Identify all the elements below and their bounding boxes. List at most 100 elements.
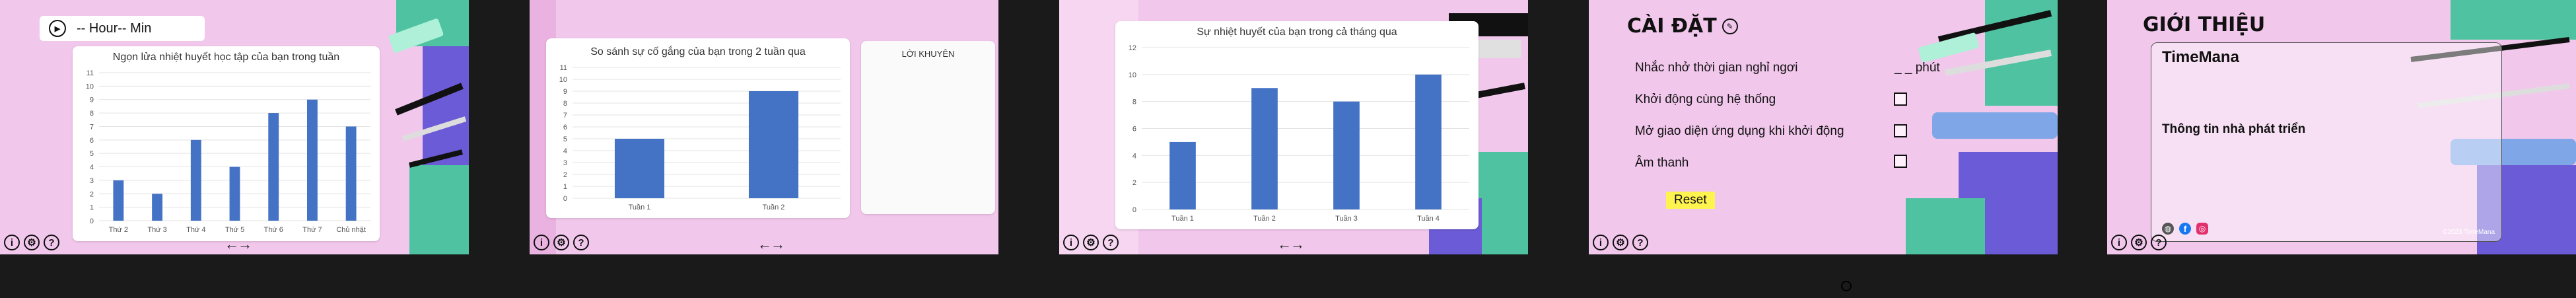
monthly-bar-chart: 0 2 4 6 8 10 12 Tuần 1 Tuần 2 Tuần 3 Tuần 4 — [1129, 44, 1469, 223]
y-tick-label: 0 — [563, 195, 567, 203]
nav-arrows[interactable]: ←→ — [225, 236, 252, 252]
copyright-text: ©2023 TimeMana — [2442, 229, 2495, 236]
x-tick-label: Thứ 4 — [186, 226, 205, 234]
y-tick-label: 9 — [90, 96, 94, 104]
y-tick-label: 5 — [90, 150, 94, 158]
info-icon[interactable]: i — [534, 235, 549, 250]
y-tick-label: 3 — [563, 159, 567, 167]
settings-panel: CÀI ĐẶT ✎ Nhắc nhở thời gian nghỉ ngơi _… — [1589, 0, 2058, 254]
compare-chart-card: So sánh sự cố gắng của bạn trong 2 tuần … — [546, 38, 850, 218]
facebook-icon[interactable]: f — [2179, 223, 2191, 235]
y-tick-label: 7 — [90, 123, 94, 131]
break-minutes-field[interactable]: _ _ phút — [1895, 61, 1940, 75]
x-tick-label: Tuần 2 — [1253, 215, 1276, 223]
nav-arrows[interactable]: ←→ — [1277, 236, 1305, 252]
info-icon[interactable]: i — [1063, 235, 1079, 250]
y-tick-label: 7 — [563, 112, 567, 120]
y-tick-label: 2 — [1132, 179, 1136, 187]
x-tick-label: Thứ 6 — [264, 226, 283, 234]
about-panel: GIỚI THIỆU TimeMana Thông tin nhà phát t… — [2107, 0, 2576, 254]
x-tick-label: Thứ 3 — [147, 226, 166, 234]
y-tick-label: 6 — [563, 124, 567, 131]
gear-icon[interactable]: ⚙ — [2131, 235, 2147, 250]
app-name: TimeMana — [2162, 48, 2239, 66]
x-tick-label: Thứ 5 — [225, 226, 244, 234]
y-tick-label: 10 — [86, 83, 94, 91]
timer-pill[interactable]: ▶ -- Hour-- Min — [40, 16, 205, 41]
instagram-icon[interactable]: ◎ — [2196, 223, 2208, 235]
y-tick-label: 8 — [563, 100, 567, 108]
y-tick-label: 8 — [1132, 98, 1136, 106]
compare-panel: So sánh sự cố gắng của bạn trong 2 tuần … — [530, 0, 998, 254]
bar — [1415, 74, 1442, 209]
about-card: TimeMana Thông tin nhà phát triển ◍ f ◎ … — [2151, 42, 2502, 242]
chart-title: So sánh sự cố gắng của bạn trong 2 tuần … — [590, 46, 806, 57]
x-tick-label: Tuần 1 — [1171, 215, 1194, 223]
x-tick-label: Chủ nhật — [336, 226, 366, 234]
bar — [229, 167, 240, 221]
info-icon[interactable]: i — [1593, 235, 1609, 250]
weekly-chart-card: Ngọn lửa nhiệt huyết học tập của bạn tro… — [73, 46, 380, 241]
decorative-background — [388, 0, 469, 254]
y-tick-label: 2 — [563, 171, 567, 179]
gear-icon[interactable]: ⚙ — [1613, 235, 1628, 250]
help-icon[interactable]: ? — [44, 235, 59, 250]
info-icon[interactable]: i — [2111, 235, 2127, 250]
weekly-panel: ▶ -- Hour-- Min Ngọn lửa nhiệt huyết học… — [0, 0, 469, 254]
decorative-background — [1873, 0, 2058, 254]
startup-label: Khởi động cùng hệ thống — [1635, 93, 1776, 106]
globe-icon[interactable]: ◍ — [2162, 223, 2174, 235]
help-icon[interactable]: ? — [1632, 235, 1648, 250]
cursor-icon — [1841, 281, 1852, 291]
monthly-chart-card: Sự nhiệt huyết của bạn trong cả tháng qu… — [1115, 21, 1479, 229]
y-tick-label: 10 — [559, 76, 567, 84]
y-tick-label: 1 — [563, 183, 567, 191]
play-icon[interactable]: ▶ — [49, 20, 66, 37]
y-tick-label: 6 — [90, 137, 94, 145]
settings-title: CÀI ĐẶT ✎ — [1627, 15, 1738, 38]
nav-arrows[interactable]: ←→ — [757, 236, 785, 252]
about-title: GIỚI THIỆU — [2143, 13, 2266, 36]
y-tick-label: 2 — [90, 190, 94, 198]
y-tick-label: 6 — [1132, 126, 1136, 133]
reset-button[interactable]: Reset — [1666, 192, 1715, 209]
y-tick-label: 11 — [87, 69, 94, 77]
bar — [307, 99, 318, 221]
y-tick-label: 9 — [563, 88, 567, 96]
y-tick-label: 0 — [1132, 206, 1136, 214]
bar — [113, 180, 124, 221]
gear-icon[interactable]: ⚙ — [553, 235, 569, 250]
gear-icon[interactable]: ⚙ — [24, 235, 40, 250]
bottom-icons: i ⚙ ? — [1063, 235, 1119, 250]
sound-checkbox[interactable] — [1894, 155, 1907, 168]
help-icon[interactable]: ? — [573, 235, 589, 250]
info-icon[interactable]: i — [4, 235, 20, 250]
help-icon[interactable]: ? — [1103, 235, 1119, 250]
startup-checkbox[interactable] — [1894, 93, 1907, 106]
monthly-panel: Sự nhiệt huyết của bạn trong cả tháng qu… — [1059, 0, 1528, 254]
y-tick-label: 8 — [90, 110, 94, 118]
y-tick-label: 4 — [90, 164, 94, 172]
bar — [190, 139, 201, 221]
y-tick-label: 4 — [1132, 152, 1136, 160]
compare-bar-chart: 0 1 2 3 4 5 6 7 8 9 10 11 Tuần 1 Tuần 2 — [559, 64, 841, 211]
advice-title: LỜI KHUYÊN — [901, 49, 955, 59]
developer-info: Thông tin nhà phát triển — [2162, 122, 2306, 136]
help-icon[interactable]: ? — [2151, 235, 2167, 250]
bottom-icons: i ⚙ ? — [4, 235, 59, 250]
x-tick-label: Tuần 4 — [1417, 215, 1440, 223]
gear-icon[interactable]: ⚙ — [1083, 235, 1099, 250]
x-tick-label: Tuần 2 — [763, 204, 785, 211]
bottom-icons: i ⚙ ? — [1593, 235, 1648, 250]
y-tick-label: 12 — [1129, 44, 1136, 52]
open-ui-checkbox[interactable] — [1894, 124, 1907, 137]
y-tick-label: 11 — [560, 64, 567, 72]
x-tick-label: Tuần 1 — [629, 204, 651, 211]
bar — [614, 139, 665, 198]
open-ui-label: Mở giao diện ứng dụng khi khởi động — [1635, 124, 1844, 138]
chart-title: Sự nhiệt huyết của bạn trong cả tháng qu… — [1197, 26, 1397, 38]
x-tick-label: Thứ 7 — [302, 226, 322, 234]
bar — [152, 194, 162, 221]
bar — [748, 91, 799, 198]
bar — [1251, 88, 1278, 209]
